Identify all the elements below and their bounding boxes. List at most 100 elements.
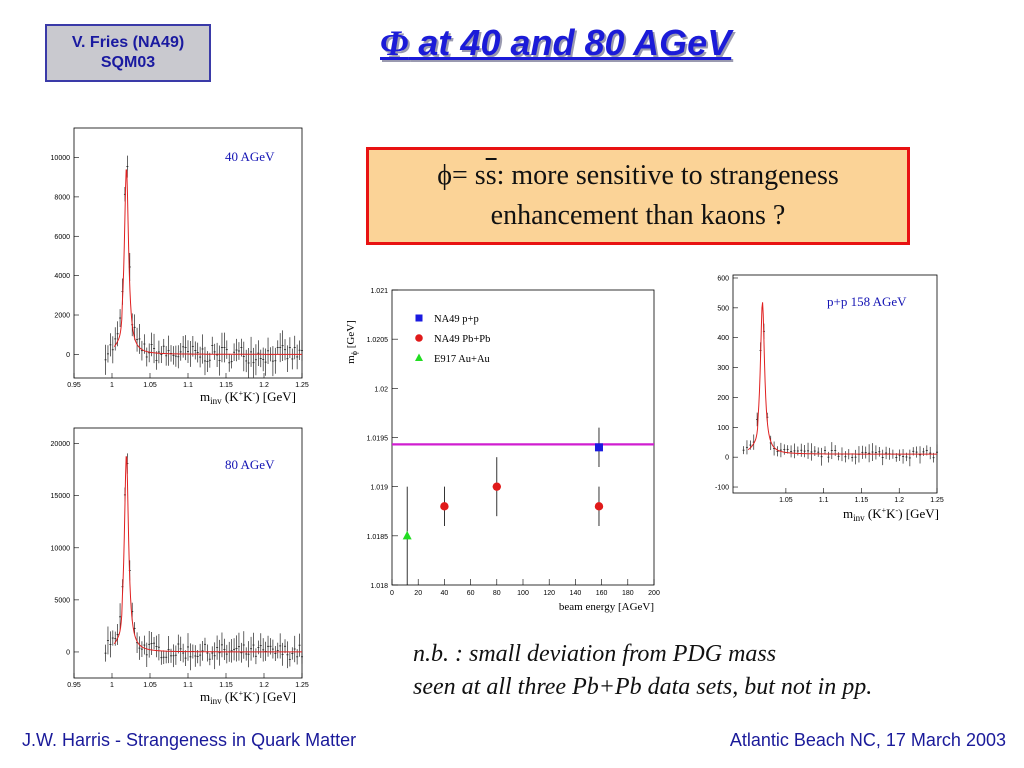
y-tick-label: 6000 <box>54 234 70 241</box>
fit-curve <box>113 456 302 653</box>
x-tick-label: 160 <box>596 590 608 597</box>
x-tick-label: 1.05 <box>779 497 793 504</box>
y-tick-label: 200 <box>717 395 729 402</box>
x-axis-title: beam energy [AGeV] <box>559 601 654 613</box>
footer-left: J.W. Harris - Strangeness in Quark Matte… <box>22 730 357 750</box>
fit-curve <box>747 302 937 455</box>
x-tick-label: 1.1 <box>819 497 829 504</box>
title-text: at 40 and 80 AGeV <box>408 22 732 63</box>
panel-label: p+p 158 AGeV <box>827 294 907 309</box>
y-tick-label: 2000 <box>54 313 70 320</box>
x-axis-title: minv (K+K-) [GeV] <box>200 689 296 706</box>
y-tick-label: 4000 <box>54 273 70 280</box>
y-tick-label: -100 <box>715 485 729 492</box>
chart-pp-158agev: -100 0 100 200 300 400 500 600 1.05 1.1 1.15 1.2 1.2… <box>715 274 944 523</box>
x-tick-label: 0.95 <box>67 682 81 689</box>
y-tick-label: 1.0205 <box>367 337 389 344</box>
chart-40agev: 0 2000 4000 6000 8000 10000 0.95 1 1.05 1.1 1.15 1.… <box>51 127 309 406</box>
y-tick-label: 0 <box>725 455 729 462</box>
legend-label: E917 Au+Au <box>434 354 491 365</box>
note-line1: n.b. : small deviation from PDG mass <box>413 641 777 667</box>
x-tick-label: 1.05 <box>143 682 157 689</box>
tag-author: V. Fries (NA49) <box>71 34 185 51</box>
callout-line1: ϕ= ss: more sensitive to strangeness <box>369 156 907 196</box>
x-tick-label: 1.15 <box>219 382 233 389</box>
y-tick-label: 400 <box>717 335 729 342</box>
y-tick-label: 1.018 <box>370 583 388 590</box>
x-tick-label: 1.2 <box>894 497 904 504</box>
x-tick-label: 0.95 <box>67 382 81 389</box>
y-tick-label: 15000 <box>51 493 71 500</box>
note-line2: seen at all three Pb+Pb data sets, but n… <box>413 674 873 700</box>
tag-conference: SQM03 <box>100 54 156 71</box>
x-tick-label: 1 <box>110 682 114 689</box>
legend-label: NA49 p+p <box>434 314 479 325</box>
legend-marker <box>415 334 423 342</box>
plot-frame <box>732 274 938 494</box>
panel-label: 80 AGeV <box>225 457 275 472</box>
x-tick-label: 60 <box>467 590 475 597</box>
panel-label: 40 AGeV <box>225 149 275 164</box>
marker-circle <box>594 502 604 511</box>
callout-line1-rest: : more sensitive to strangeness <box>496 160 839 191</box>
y-tick-label: 300 <box>717 365 729 372</box>
y-tick-label: 8000 <box>54 194 70 201</box>
x-axis-title: minv (K+K-) [GeV] <box>843 506 939 523</box>
y-axis-title: mϕ [GeV] <box>345 320 359 364</box>
x-tick-label: 100 <box>517 590 529 597</box>
legend-marker <box>415 314 423 322</box>
x-axis-title: minv (K+K-) [GeV] <box>200 389 296 406</box>
marker-triangle <box>402 530 412 540</box>
x-tick-label: 1 <box>110 382 114 389</box>
y-tick-label: 600 <box>717 275 729 282</box>
x-tick-label: 1.05 <box>143 382 157 389</box>
y-tick-label: 1.019 <box>370 485 388 492</box>
y-tick-label: 0 <box>66 352 70 359</box>
marker-circle <box>440 502 449 511</box>
note-text: n.b. : small deviation from PDG mass see… <box>413 638 872 704</box>
y-tick-label: 500 <box>717 305 729 312</box>
y-tick-label: 0 <box>66 649 70 656</box>
x-tick-label: 1.2 <box>259 382 269 389</box>
callout-line2: enhancement than kaons ? <box>490 200 786 231</box>
callout-sbar: s <box>485 160 497 191</box>
fit-curve <box>113 169 302 355</box>
title-phi-symbol: Φ <box>380 23 409 63</box>
callout-phi-eq: ϕ= s <box>437 160 486 191</box>
legend-label: NA49 Pb+Pb <box>434 334 490 345</box>
x-tick-label: 120 <box>543 590 555 597</box>
x-tick-label: 1.1 <box>183 382 193 389</box>
y-tick-label: 10000 <box>51 155 71 162</box>
y-tick-label: 10000 <box>51 545 71 552</box>
legend-marker <box>415 353 423 361</box>
slide-title: Φ at 40 and 80 AGeV <box>380 22 731 64</box>
x-tick-label: 1.2 <box>259 682 269 689</box>
x-tick-label: 1.25 <box>295 682 309 689</box>
y-tick-label: 1.0195 <box>367 436 389 443</box>
marker-circle <box>492 482 501 491</box>
chart-80agev: 0 5000 10000 15000 20000 0.95 1 1.05 1.1 1.15 1.2 1… <box>51 427 309 706</box>
x-tick-label: 180 <box>622 590 634 597</box>
y-tick-label: 100 <box>717 425 729 432</box>
chart-phi-mass-vs-energy: 1.018 1.0185 1.019 1.0195 1.02 1.0205 1.021 0 20… <box>345 288 660 613</box>
x-tick-label: 200 <box>648 590 660 597</box>
x-tick-label: 20 <box>414 590 422 597</box>
x-tick-label: 40 <box>441 590 449 597</box>
footer-right: Atlantic Beach NC, 17 March 2003 <box>729 730 1006 750</box>
author-conference-tag: V. Fries (NA49) SQM03 <box>45 24 211 82</box>
plot-frame <box>391 289 655 586</box>
marker-square <box>594 443 603 452</box>
x-tick-label: 1.25 <box>295 382 309 389</box>
x-tick-label: 1.15 <box>855 497 869 504</box>
x-tick-label: 80 <box>493 590 501 597</box>
x-tick-label: 1.15 <box>219 682 233 689</box>
y-tick-label: 1.0185 <box>367 534 389 541</box>
y-tick-label: 1.02 <box>374 386 388 393</box>
x-tick-label: 0 <box>390 590 394 597</box>
callout-box: ϕ= ss: more sensitive to strangeness enh… <box>366 147 910 245</box>
y-tick-label: 1.021 <box>370 288 388 295</box>
x-tick-label: 1.25 <box>930 497 944 504</box>
x-tick-label: 140 <box>570 590 582 597</box>
y-tick-label: 20000 <box>51 441 71 448</box>
x-tick-label: 1.1 <box>183 682 193 689</box>
